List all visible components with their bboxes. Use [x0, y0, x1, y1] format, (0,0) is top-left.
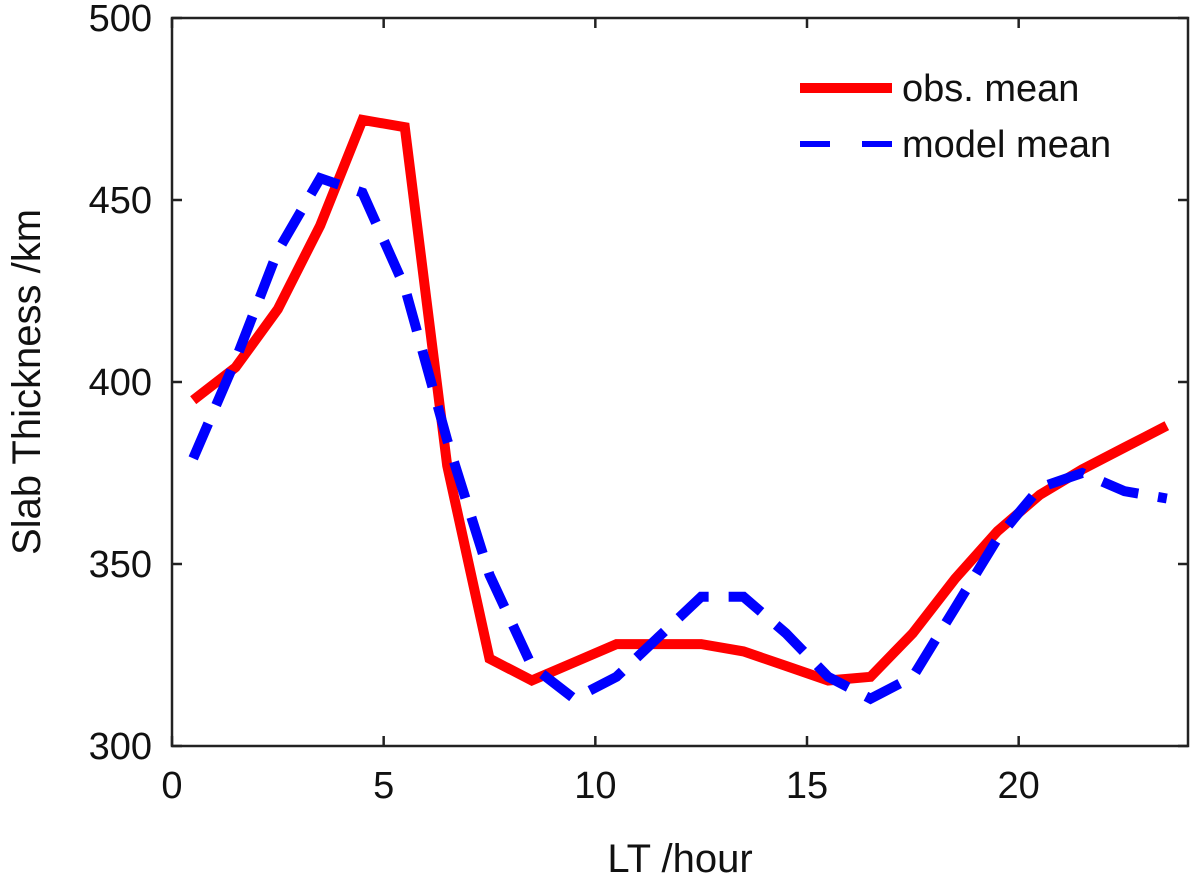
y-tick-label: 300: [89, 726, 152, 768]
y-tick-label: 350: [89, 544, 152, 586]
x-tick-label: 10: [574, 765, 616, 807]
legend-label-model-mean: model mean: [902, 124, 1111, 166]
series-line-model-mean: [188, 172, 1168, 705]
x-tick-label: 0: [161, 765, 182, 807]
x-tick-label: 15: [786, 765, 828, 807]
y-tick-label: 450: [89, 180, 152, 222]
legend: obs. mean model mean: [800, 68, 1111, 166]
y-axis-title: Slab Thickness /km: [5, 209, 49, 555]
x-axis-title: LT /hour: [607, 837, 752, 881]
series-line-obs-mean: [190, 114, 1170, 687]
x-tick-label: 20: [998, 765, 1040, 807]
y-tick-label: 500: [89, 0, 152, 40]
plot-area: [188, 114, 1170, 705]
y-tick-label: 400: [89, 362, 152, 404]
legend-label-obs-mean: obs. mean: [902, 68, 1079, 110]
axes: 0 5 10 15 20 300 350 400 450 500: [89, 0, 1190, 807]
x-tick-label: 5: [373, 765, 394, 807]
